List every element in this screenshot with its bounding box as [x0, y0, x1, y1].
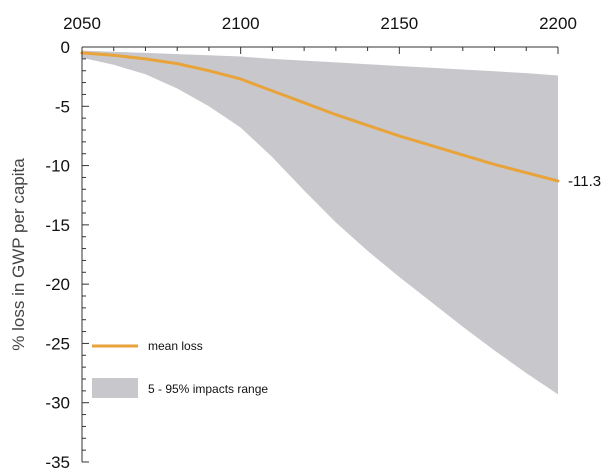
y-tick-label: 0 [61, 38, 70, 57]
line-layer [80, 51, 560, 183]
band-layer [82, 50, 558, 395]
x-tick-label: 2100 [222, 14, 260, 33]
mean-loss-line [80, 51, 560, 183]
y-tick-label: -30 [45, 394, 70, 413]
y-tick-label: -20 [45, 275, 70, 294]
legend-label-mean-loss: mean loss [148, 339, 203, 353]
y-tick-label: -5 [55, 97, 70, 116]
y-tick-label: -35 [45, 453, 70, 472]
x-tick-label: 2050 [63, 14, 101, 33]
legend: mean loss 5 - 95% impacts range [92, 339, 268, 398]
end-value-label: -11.3 [568, 173, 601, 190]
impacts-range-band [82, 50, 558, 395]
axis-layer: 2050 2100 2150 2200 0 -5 -10 -15 -20 -25 -30 -35 % l… [9, 14, 577, 472]
y-tick-label: -25 [45, 334, 70, 353]
annotation-layer: -11.3 [568, 173, 601, 190]
y-tick-label: -10 [45, 157, 70, 176]
legend-swatch-impacts-range [92, 378, 138, 398]
x-tick-label: 2150 [380, 14, 418, 33]
y-axis-label: % loss in GWP per capita [9, 158, 28, 351]
x-tick-label: 2200 [539, 14, 577, 33]
y-tick-label: -15 [45, 216, 70, 235]
legend-label-impacts-range: 5 - 95% impacts range [148, 382, 268, 396]
